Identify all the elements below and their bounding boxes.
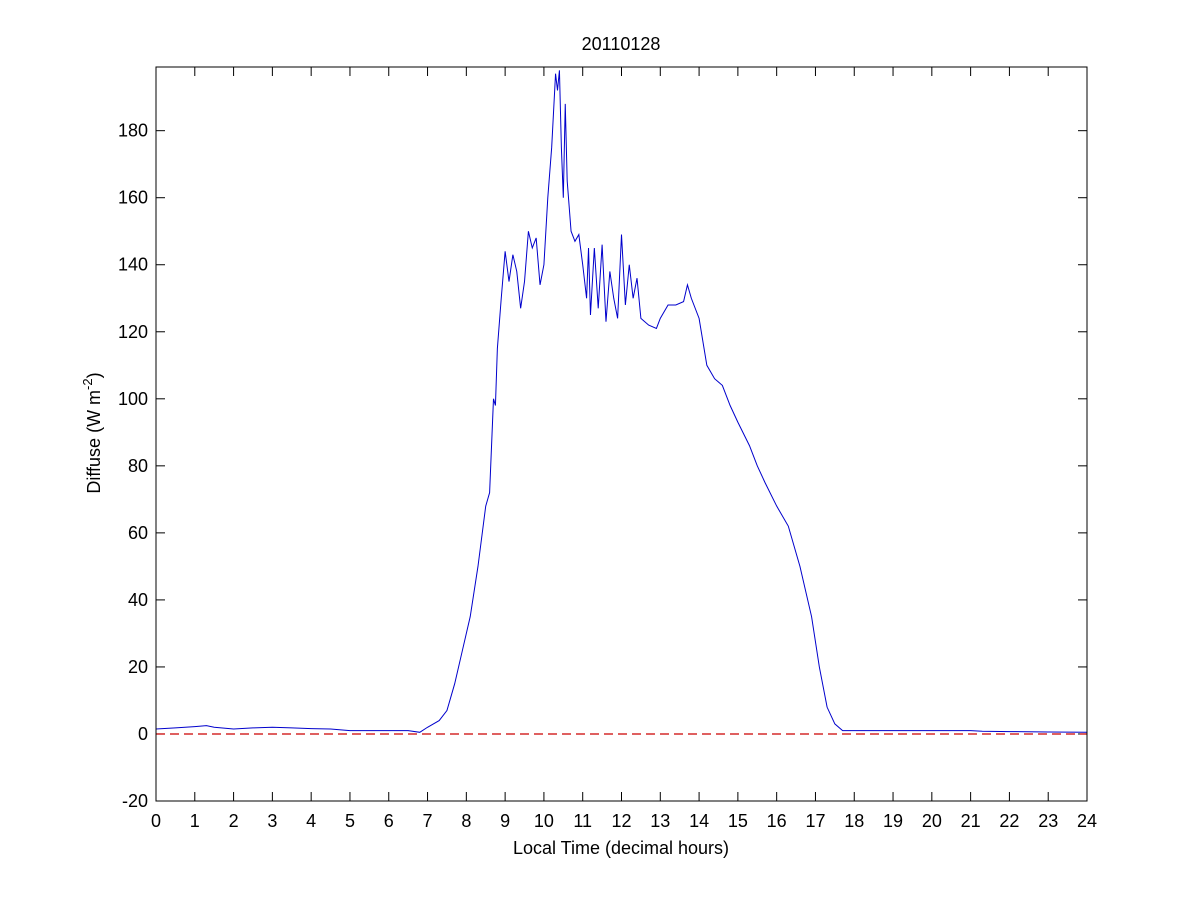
x-tick-label: 2 [229,811,239,831]
x-tick-label: 5 [345,811,355,831]
x-tick-label: 11 [573,811,592,831]
y-axis-label: Diffuse (W m-2) [80,372,104,493]
x-tick-label: 9 [500,811,510,831]
chart-title: 20110128 [582,34,661,54]
y-tick-label: 20 [128,657,148,677]
y-label-suffix: ) [84,372,104,378]
x-tick-label: 1 [190,811,200,831]
x-tick-label: 13 [650,811,670,831]
y-tick-label: 120 [118,322,148,342]
x-tick-label: 12 [611,811,631,831]
x-tick-label: 22 [999,811,1019,831]
y-tick-label: 100 [118,389,148,409]
x-tick-label: 8 [461,811,471,831]
data-line [155,70,1088,733]
y-tick-label: 160 [118,188,148,208]
x-tick-label: 24 [1077,811,1097,831]
x-tick-label: 16 [767,811,787,831]
y-label-superscript: -2 [80,378,95,390]
x-tick-label: 7 [423,811,433,831]
plot-frame [155,66,1088,802]
y-tick-label: 60 [128,523,148,543]
x-axis-label: Local Time (decimal hours) [513,838,729,858]
y-tick-label: 180 [118,121,148,141]
y-tick-label: 0 [138,724,148,744]
x-tick-label: 19 [883,811,903,831]
y-tick-label: 140 [118,255,148,275]
x-tick-label: 18 [844,811,864,831]
x-tick-label: 0 [151,811,161,831]
x-tick-label: 20 [922,811,942,831]
x-tick-label: 17 [805,811,825,831]
y-tick-label: -20 [122,791,148,811]
x-tick-label: 15 [728,811,748,831]
x-tick-label: 21 [961,811,981,831]
y-tick-label: 40 [128,590,148,610]
y-tick-label: 80 [128,456,148,476]
x-tick-label: 3 [267,811,277,831]
y-label-text: Diffuse (W m [84,390,104,494]
x-tick-label: 23 [1038,811,1058,831]
x-tick-label: 4 [306,811,316,831]
x-tick-label: 14 [689,811,709,831]
x-tick-label: 6 [384,811,394,831]
x-tick-label: 10 [534,811,554,831]
